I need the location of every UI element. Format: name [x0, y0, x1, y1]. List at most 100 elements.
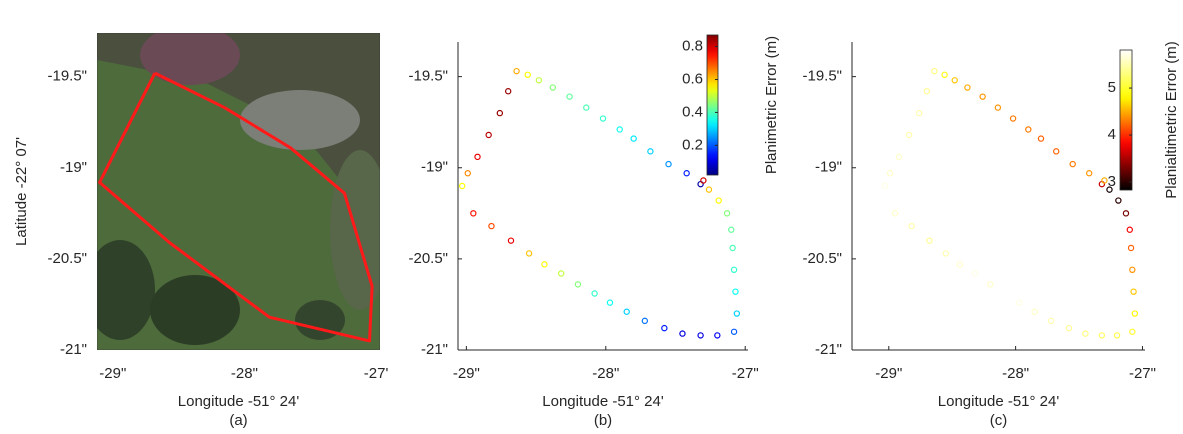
error-point	[994, 104, 1002, 111]
error-point	[1031, 308, 1038, 315]
x-tick-label: -28"	[231, 365, 258, 382]
error-point	[557, 270, 565, 277]
error-point	[591, 290, 598, 297]
y-tick-label: -21"	[815, 341, 842, 358]
colorbar-tick-label: 3	[1108, 173, 1116, 190]
error-point	[679, 330, 686, 337]
error-point	[1098, 332, 1106, 339]
error-point	[616, 126, 623, 133]
trajectory-line	[98, 71, 374, 343]
error-point	[458, 182, 466, 190]
error-point	[1122, 210, 1130, 217]
error-point	[525, 250, 533, 257]
error-point	[1065, 324, 1073, 332]
colorbar-tick-label: 5	[1108, 79, 1116, 96]
error-point	[1131, 310, 1139, 317]
error-point	[908, 222, 915, 230]
error-point	[931, 67, 938, 75]
error-point	[891, 210, 899, 217]
error-point	[941, 71, 948, 79]
x-tick-label: -29"	[875, 365, 902, 382]
error-point	[1129, 266, 1136, 274]
x-tick-label: -29"	[99, 365, 126, 382]
error-point	[496, 109, 504, 117]
colorbar-tick-label: 0.8	[682, 37, 703, 54]
error-point	[1101, 177, 1108, 184]
error-point	[1127, 244, 1135, 252]
y-tick-label: -19"	[421, 159, 448, 176]
error-point	[895, 153, 903, 161]
error-point	[1002, 290, 1009, 297]
error-point	[583, 104, 590, 111]
error-point	[1085, 170, 1093, 177]
error-point	[524, 71, 531, 79]
error-point	[641, 317, 649, 325]
x-tick-label: -27'	[364, 365, 389, 382]
error-point	[507, 237, 515, 244]
error-point	[485, 131, 492, 139]
error-point	[599, 115, 607, 122]
error-point	[1106, 186, 1113, 193]
error-point	[630, 135, 637, 142]
error-point	[881, 182, 889, 190]
y-tick-label: -21"	[60, 341, 87, 358]
error-point	[730, 266, 738, 274]
error-point	[1009, 115, 1017, 122]
y-tick-label: -19.5"	[802, 68, 842, 85]
error-point	[661, 324, 668, 332]
error-point	[1115, 197, 1122, 204]
colorbar-tick-label: 4	[1108, 126, 1116, 143]
error-point	[606, 299, 614, 306]
x-axis-label: Longitude -51° 24'	[938, 393, 1060, 410]
error-point	[730, 328, 738, 335]
error-point	[964, 84, 971, 91]
colorbar-label: Planimetric Error (m)	[763, 36, 780, 174]
error-point	[942, 250, 950, 257]
error-point	[700, 177, 707, 184]
error-point	[886, 170, 894, 177]
error-point	[574, 281, 582, 288]
error-point	[705, 186, 713, 193]
error-point	[1053, 148, 1060, 155]
error-point	[464, 170, 471, 177]
x-axis-label: Longitude -51° 24'	[178, 393, 300, 410]
y-tick-label: -19"	[815, 159, 842, 176]
error-point	[541, 261, 548, 268]
colorbar-tick-label: 0.6	[682, 70, 703, 87]
error-point	[926, 237, 933, 244]
error-point	[728, 226, 735, 233]
satellite-image	[97, 33, 380, 350]
error-point	[566, 93, 573, 100]
error-point	[513, 67, 520, 75]
colorbar-tick-label: 0.2	[682, 136, 703, 153]
error-point	[683, 170, 690, 177]
error-point	[647, 148, 654, 155]
y-tick-label: -20.5"	[408, 250, 448, 267]
colorbar	[706, 34, 719, 176]
y-tick-label: -19.5"	[47, 68, 87, 85]
error-point	[956, 261, 964, 268]
error-point	[987, 281, 994, 288]
error-point	[732, 288, 739, 295]
colorbar-tick-label: 0.4	[682, 103, 703, 120]
error-point	[951, 77, 958, 84]
error-point	[535, 77, 543, 84]
error-point	[729, 244, 736, 252]
error-point	[1082, 330, 1089, 337]
error-point	[1016, 299, 1023, 306]
error-point	[623, 308, 630, 315]
error-point	[916, 109, 923, 117]
x-tick-label: -28"	[1002, 365, 1029, 382]
error-point	[723, 210, 731, 217]
error-point	[1037, 135, 1045, 142]
y-tick-label: -19"	[60, 159, 87, 176]
error-point	[905, 131, 913, 139]
error-point	[504, 88, 512, 95]
error-point	[665, 160, 672, 168]
x-axis-label: Longitude -51° 24'	[542, 393, 664, 410]
x-tick-label: -27"	[1129, 365, 1156, 382]
colorbar	[1119, 49, 1133, 191]
colorbar-label: Planialtimetric Error (m)	[1163, 41, 1180, 199]
error-point	[697, 332, 704, 339]
